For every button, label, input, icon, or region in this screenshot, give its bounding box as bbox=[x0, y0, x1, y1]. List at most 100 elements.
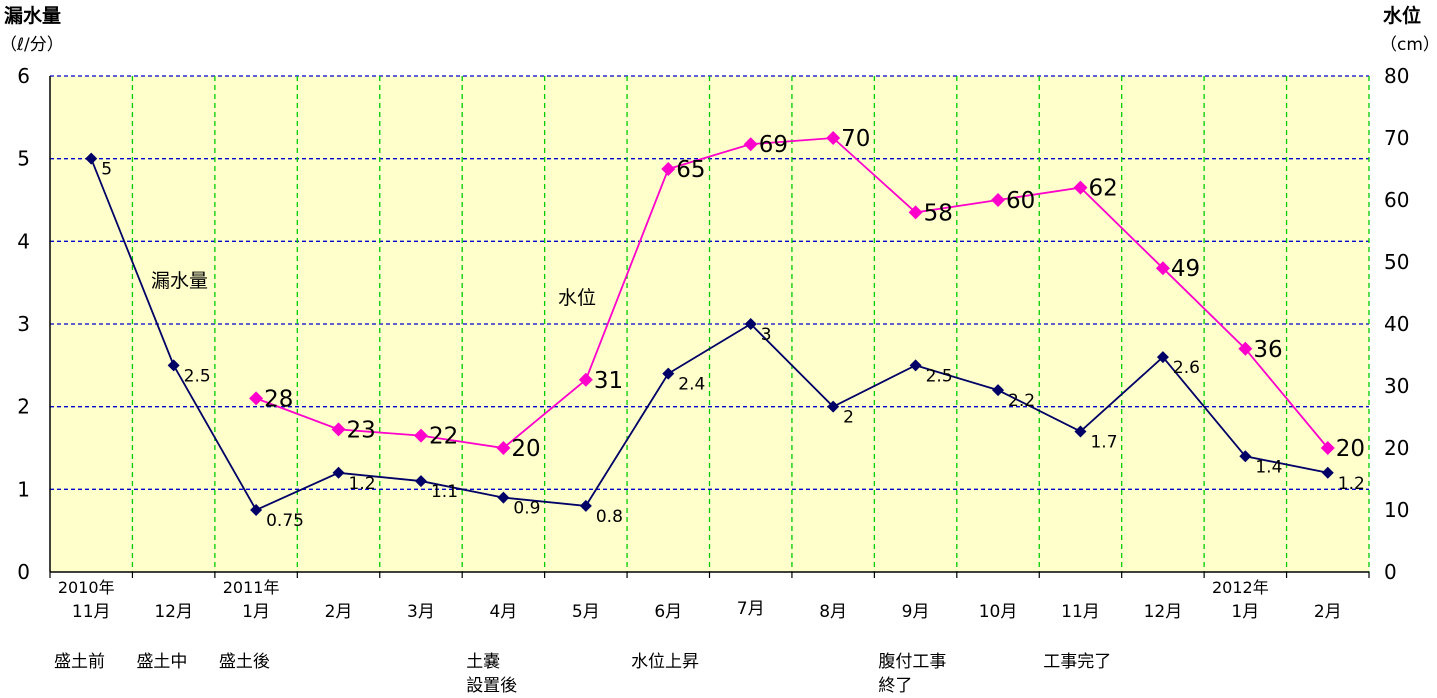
stage-label: 腹付工事 bbox=[878, 652, 946, 672]
right-tick-label: 30 bbox=[1384, 374, 1409, 398]
x-tick-label: 10月 bbox=[979, 602, 1018, 622]
right-tick-label: 50 bbox=[1384, 250, 1409, 274]
x-tick-label: 2月 bbox=[1314, 602, 1342, 622]
data-label-leakage: 2 bbox=[843, 408, 854, 428]
x-year-label: 2010年 bbox=[58, 578, 115, 597]
data-label-water-level: 65 bbox=[676, 157, 705, 183]
data-point-leakage bbox=[414, 475, 427, 488]
data-point-leakage bbox=[744, 318, 757, 330]
data-point-water-level bbox=[826, 131, 841, 145]
data-point-leakage bbox=[1156, 351, 1169, 364]
x-tick-label: 5月 bbox=[572, 602, 600, 622]
data-point-water-level bbox=[1155, 261, 1170, 276]
data-label-water-level: 58 bbox=[924, 200, 953, 226]
data-point-leakage bbox=[909, 359, 922, 372]
vertical-gridlines bbox=[131, 76, 1370, 572]
data-point-water-level bbox=[578, 372, 593, 387]
data-label-water-level: 62 bbox=[1088, 176, 1117, 202]
x-axis-year-labels: 2010年 2011年 2012年 bbox=[58, 578, 1269, 597]
left-axis-ticks: 0 1 2 3 4 5 6 bbox=[17, 64, 30, 584]
left-tick-label: 4 bbox=[17, 229, 30, 253]
stage-label: 工事完了 bbox=[1043, 652, 1111, 672]
data-point-water-level bbox=[1320, 441, 1335, 455]
right-tick-label: 0 bbox=[1384, 560, 1397, 584]
right-axis-title: 水位 bbox=[1383, 4, 1421, 27]
data-point-leakage bbox=[1074, 425, 1087, 438]
right-axis-ticks: 0 10 20 30 40 50 60 70 80 bbox=[1384, 64, 1409, 584]
x-tick-label: 1月 bbox=[1231, 602, 1259, 622]
data-label-leakage: 0.9 bbox=[513, 499, 540, 519]
data-label-water-level: 28 bbox=[264, 386, 293, 412]
x-tick-label: 11月 bbox=[1061, 602, 1100, 622]
data-label-water-level: 49 bbox=[1171, 256, 1200, 282]
x-year-label: 2011年 bbox=[223, 578, 280, 597]
x-tick-label: 7月 bbox=[737, 599, 765, 619]
data-label-leakage: 2.5 bbox=[926, 366, 953, 386]
stage-label: 盛土後 bbox=[219, 652, 270, 672]
data-label-leakage: 2.4 bbox=[678, 375, 705, 395]
data-label-leakage: 1.1 bbox=[431, 482, 458, 502]
data-point-leakage bbox=[497, 491, 510, 504]
series-line-water-level bbox=[255, 137, 1329, 449]
x-year-label: 2012年 bbox=[1212, 578, 1269, 597]
data-point-leakage bbox=[332, 466, 345, 479]
data-label-water-level: 70 bbox=[841, 126, 870, 152]
x-tick-label: 12月 bbox=[1144, 602, 1183, 622]
data-label-leakage: 2.6 bbox=[1173, 358, 1200, 378]
stage-label: 設置後 bbox=[466, 676, 517, 696]
data-label-water-level: 36 bbox=[1253, 337, 1282, 363]
data-point-water-level bbox=[331, 422, 346, 437]
x-tick-label: 4月 bbox=[489, 602, 517, 622]
x-tick-label: 12月 bbox=[154, 602, 193, 622]
series-name-water-level: 水位 bbox=[558, 287, 596, 309]
right-tick-label: 20 bbox=[1384, 436, 1409, 460]
data-point-water-level bbox=[413, 428, 428, 443]
stage-label: 終了 bbox=[878, 676, 912, 696]
data-point-leakage bbox=[662, 367, 675, 380]
data-label-water-level: 60 bbox=[1006, 188, 1035, 214]
data-label-leakage: 3 bbox=[761, 325, 772, 345]
data-point-leakage bbox=[1239, 450, 1252, 463]
x-axis-month-labels: 11月 12月 1月 2月 3月 4月 5月 6月 7月 8月 9月 10月 11月 12月 1月 2月 bbox=[72, 599, 1342, 622]
stage-label: 水位上昇 bbox=[631, 652, 699, 672]
data-label-leakage: 1.2 bbox=[1338, 474, 1365, 494]
data-label-leakage: 5 bbox=[101, 160, 112, 180]
left-tick-label: 6 bbox=[17, 64, 30, 88]
data-point-water-level bbox=[249, 391, 264, 406]
data-label-leakage: 1.7 bbox=[1090, 432, 1117, 452]
data-label-water-level: 20 bbox=[511, 436, 540, 462]
x-tick-label: 9月 bbox=[902, 602, 930, 622]
left-axis-title: 漏水量 bbox=[4, 5, 61, 27]
data-label-leakage: 2.5 bbox=[184, 366, 211, 386]
data-label-water-level: 22 bbox=[429, 424, 458, 450]
left-axis-unit: （ℓ/分） bbox=[0, 35, 64, 55]
axes bbox=[49, 76, 1370, 578]
stage-label: 土嚢 bbox=[466, 652, 500, 672]
data-label-leakage: 2.2 bbox=[1008, 391, 1035, 411]
left-tick-label: 1 bbox=[17, 477, 30, 501]
data-point-leakage bbox=[85, 152, 98, 165]
data-point-leakage bbox=[167, 359, 180, 372]
data-label-water-level: 31 bbox=[594, 368, 623, 394]
right-tick-label: 40 bbox=[1384, 312, 1409, 336]
series-name-leakage: 漏水量 bbox=[151, 270, 208, 292]
series-line-leakage bbox=[90, 158, 1328, 512]
data-point-leakage bbox=[1321, 466, 1334, 479]
x-tick-label: 2月 bbox=[325, 602, 353, 622]
right-tick-label: 60 bbox=[1384, 188, 1409, 212]
x-tick-label: 6月 bbox=[654, 602, 682, 622]
data-point-leakage bbox=[579, 499, 592, 512]
data-point-leakage bbox=[827, 400, 840, 413]
left-tick-label: 2 bbox=[17, 395, 30, 419]
left-tick-label: 3 bbox=[17, 312, 30, 336]
left-tick-label: 5 bbox=[17, 147, 30, 171]
data-point-water-level bbox=[661, 162, 676, 176]
data-point-leakage bbox=[992, 384, 1005, 397]
data-label-water-level: 20 bbox=[1336, 436, 1365, 462]
x-tick-label: 3月 bbox=[407, 602, 435, 622]
x-tick-label: 8月 bbox=[819, 602, 847, 622]
data-label-leakage: 0.8 bbox=[596, 507, 623, 527]
